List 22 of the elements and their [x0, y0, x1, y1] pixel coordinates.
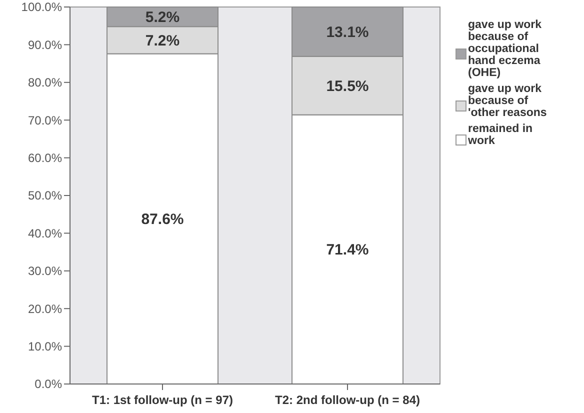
y-tick-label: 30.0% — [28, 264, 62, 278]
data-label: 87.6% — [141, 211, 184, 228]
y-tick-label: 50.0% — [28, 188, 62, 203]
y-tick-label: 90.0% — [28, 38, 62, 52]
legend-label: remained in work — [467, 123, 533, 147]
data-label: 71.4% — [326, 242, 369, 259]
y-tick-label: 10.0% — [28, 340, 62, 354]
data-label: 5.2% — [145, 9, 180, 26]
data-label: 15.5% — [326, 78, 369, 95]
legend-label: gave up work because of occupational hand eczema (OHE) — [468, 19, 542, 79]
y-tick-label: 0.0% — [34, 377, 62, 392]
y-tick-label: 40.0% — [28, 226, 62, 240]
data-label: 13.1% — [326, 24, 369, 41]
legend-label: gave up work because of 'other reasons — [468, 83, 547, 119]
x-tick-label: T1: 1st follow-up (n = 97) — [92, 393, 234, 407]
y-tick-label: 60.0% — [28, 151, 62, 165]
y-tick-label: 80.0% — [28, 76, 62, 90]
y-tick-label: 100.0% — [21, 0, 62, 14]
data-label: 7.2% — [145, 32, 180, 50]
y-tick-label: 20.0% — [28, 302, 62, 316]
x-tick-label: T2: 2nd follow-up (n = 84) — [275, 393, 420, 407]
y-tick-label: 70.0% — [28, 113, 62, 128]
